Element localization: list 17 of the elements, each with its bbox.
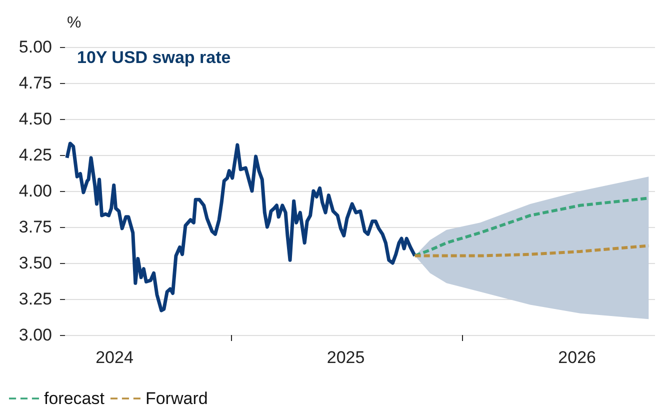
legend-label: Forward <box>145 389 208 408</box>
x-tick-label: 2026 <box>558 348 596 367</box>
y-tick-label: 5.00 <box>18 38 52 56</box>
y-tick-label: 3.50 <box>18 254 52 272</box>
y-tick-label: 3.00 <box>18 326 52 344</box>
x-tick-label: 2024 <box>96 348 134 367</box>
line-series <box>65 142 417 312</box>
y-tick-label: 4.25 <box>18 146 52 164</box>
y-tick-label: 3.25 <box>18 290 52 308</box>
x-tick-label: 2025 <box>326 348 365 367</box>
chart-title: 10Y USD swap rate <box>77 48 231 67</box>
y-tick-label: 4.75 <box>18 74 52 92</box>
y-axis-title: % <box>67 14 82 32</box>
y-tick-label: 4.50 <box>18 110 52 128</box>
legend-label: forecast <box>44 389 105 408</box>
y-tick-label: 3.75 <box>18 218 52 236</box>
y-tick-label: 4.00 <box>18 182 52 200</box>
